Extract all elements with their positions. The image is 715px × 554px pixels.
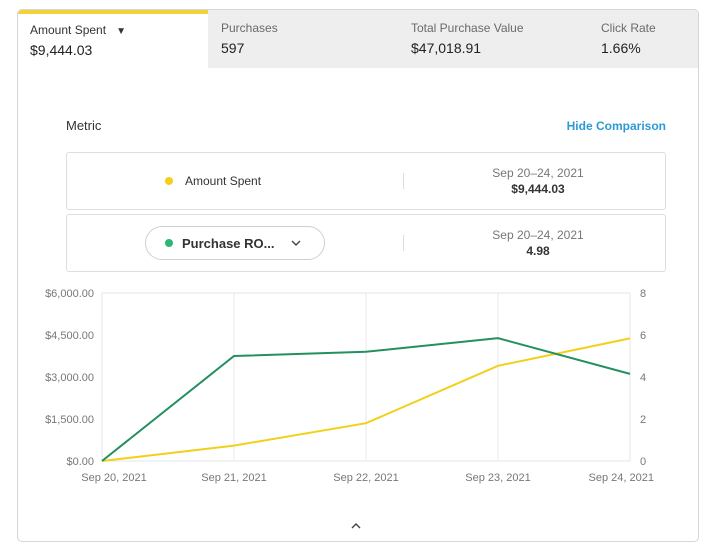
chevron-down-icon: [291, 236, 301, 250]
left-axis-tick-label: $1,500.00: [45, 414, 94, 426]
tab-value: $47,018.91: [411, 40, 482, 56]
right-axis-tick-label: 4: [640, 372, 646, 384]
left-axis-tick-label: $6,000.00: [45, 288, 94, 300]
tab-label: Purchases: [221, 21, 278, 35]
tab-label: Amount Spent ▼: [30, 23, 126, 37]
green-dot-icon: [165, 239, 173, 247]
tab-value: $9,444.03: [30, 42, 93, 58]
tab-total-purchase-value[interactable]: Total Purchase Value $47,018.91: [398, 10, 588, 68]
caret-down-icon[interactable]: ▼: [116, 26, 126, 37]
tab-click-rate[interactable]: Click Rate 1.66%: [588, 10, 698, 68]
x-axis-tick-label: Sep 23, 2021: [465, 472, 530, 484]
metric-heading: Metric: [66, 118, 102, 133]
x-axis-tick-label: Sep 21, 2021: [201, 472, 266, 484]
tab-value: 1.66%: [601, 40, 641, 56]
left-axis-tick-label: $0.00: [66, 456, 94, 468]
metric-date-range: Sep 20–24, 2021: [492, 166, 584, 180]
tab-label: Total Purchase Value: [411, 21, 524, 35]
tab-amount-spent[interactable]: Amount Spent ▼ $9,444.03: [18, 10, 208, 68]
metric-date-range: Sep 20–24, 2021: [492, 228, 584, 242]
x-axis-tick-label: Sep 22, 2021: [333, 472, 398, 484]
tab-label-text: Amount Spent: [30, 23, 107, 37]
x-axis-tick-label: Sep 24, 2021: [589, 472, 654, 484]
comparison-line-chart: $0.00 $1,500.00 $3,000.00 $4,500.00 $6,000.0…: [45, 288, 654, 484]
x-axis-tick-label: Sep 20, 2021: [81, 472, 146, 484]
right-axis-tick-label: 8: [640, 288, 646, 300]
right-axis-tick-label: 0: [640, 456, 646, 468]
left-axis-tick-label: $3,000.00: [45, 372, 94, 384]
divider: [403, 235, 404, 251]
right-axis-tick-label: 2: [640, 414, 646, 426]
metric-tabs: Amount Spent ▼ $9,444.03 Purchases 597 To…: [18, 10, 698, 68]
metric-value: $9,444.03: [511, 182, 565, 196]
metric-value: 4.98: [526, 244, 550, 258]
yellow-dot-icon: [165, 177, 173, 185]
metric-row-purchase-roas: Purchase RO... Sep 20–24, 2021 4.98: [66, 214, 666, 272]
metric-selector-label: Purchase RO...: [182, 236, 275, 251]
tab-label: Click Rate: [601, 21, 656, 35]
series-line-0: [101, 337, 631, 462]
hide-comparison-link[interactable]: Hide Comparison: [566, 119, 666, 133]
series-line-1: [101, 337, 631, 462]
collapse-chevron-up-icon[interactable]: [351, 518, 361, 533]
metric-row-amount-spent: Amount Spent Sep 20–24, 2021 $9,444.03: [66, 152, 666, 210]
left-axis-tick-label: $4,500.00: [45, 330, 94, 342]
tab-value: 597: [221, 40, 245, 56]
performance-card: Amount Spent ▼ $9,444.03 Purchases 597 To…: [17, 9, 699, 542]
right-axis-tick-label: 6: [640, 330, 646, 342]
divider: [403, 173, 404, 189]
metric-selector-dropdown[interactable]: Purchase RO...: [145, 226, 325, 260]
metric-name: Amount Spent: [185, 174, 262, 188]
tab-purchases[interactable]: Purchases 597: [208, 10, 398, 68]
